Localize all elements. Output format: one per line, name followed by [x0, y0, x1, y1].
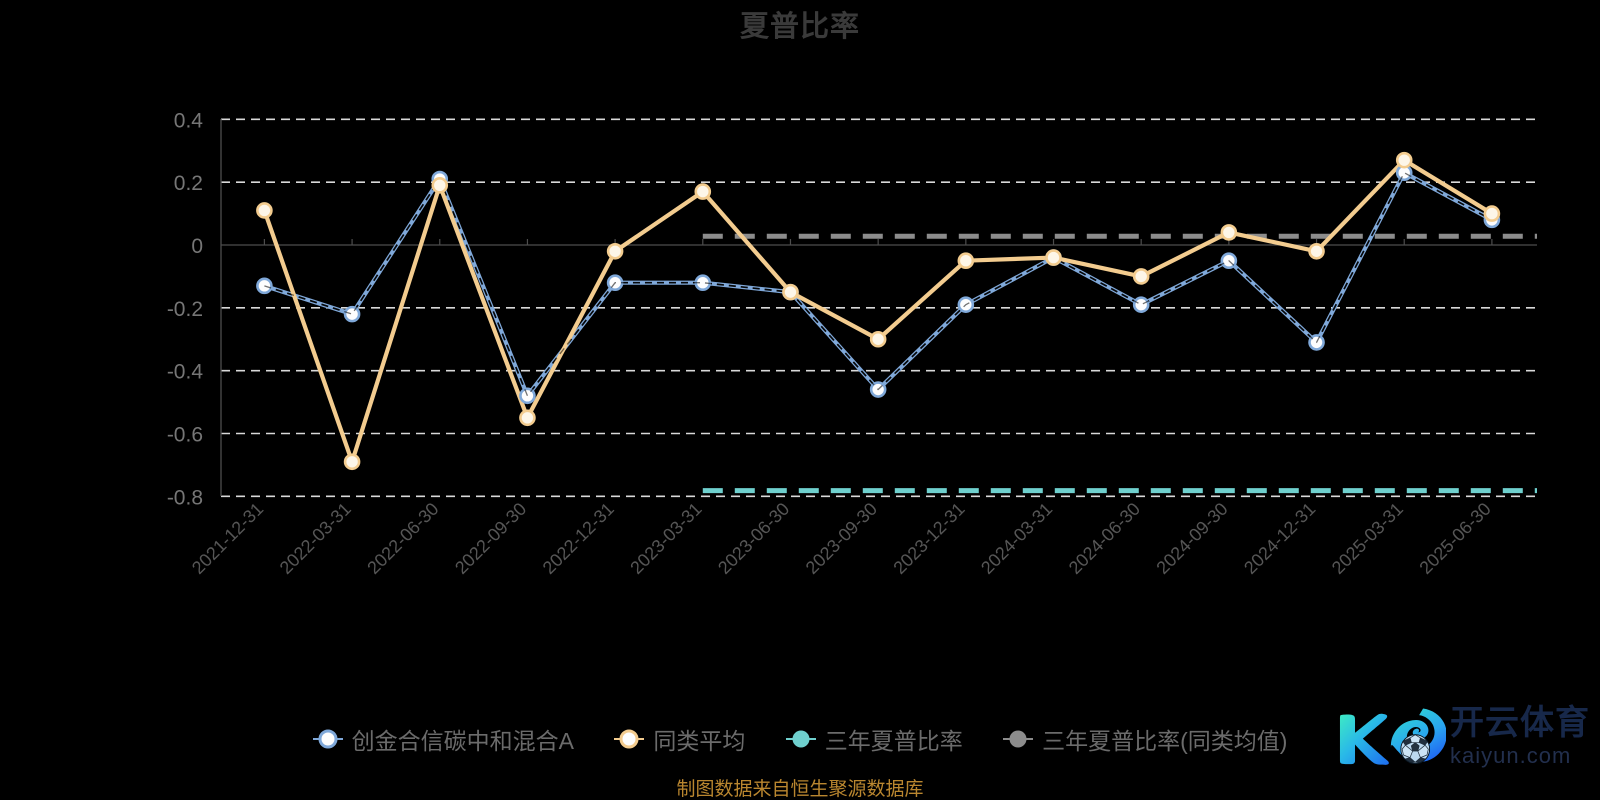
- svg-text:2024-06-30: 2024-06-30: [1065, 499, 1144, 578]
- svg-text:2021-12-31: 2021-12-31: [188, 499, 267, 578]
- svg-text:2022-06-30: 2022-06-30: [363, 499, 442, 578]
- svg-text:2024-03-31: 2024-03-31: [977, 499, 1056, 578]
- svg-text:0: 0: [191, 235, 203, 258]
- svg-text:2023-09-30: 2023-09-30: [802, 499, 881, 578]
- svg-text:-0.8: -0.8: [167, 486, 203, 509]
- svg-text:0.4: 0.4: [174, 109, 204, 132]
- svg-text:2023-12-31: 2023-12-31: [889, 499, 968, 578]
- svg-text:0.2: 0.2: [174, 172, 203, 195]
- svg-text:-0.4: -0.4: [167, 361, 204, 384]
- svg-text:2025-06-30: 2025-06-30: [1415, 499, 1494, 578]
- svg-text:2025-03-31: 2025-03-31: [1328, 499, 1407, 578]
- svg-text:2023-06-30: 2023-06-30: [714, 499, 793, 578]
- svg-text:2022-12-31: 2022-12-31: [539, 499, 618, 578]
- svg-text:2024-09-30: 2024-09-30: [1152, 499, 1231, 578]
- svg-text:2023-03-31: 2023-03-31: [626, 499, 705, 578]
- svg-text:2024-12-31: 2024-12-31: [1240, 499, 1319, 578]
- svg-text:2022-09-30: 2022-09-30: [451, 499, 530, 578]
- svg-text:-0.6: -0.6: [167, 424, 203, 447]
- svg-text:2022-03-31: 2022-03-31: [276, 499, 355, 578]
- svg-text:-0.2: -0.2: [167, 298, 203, 321]
